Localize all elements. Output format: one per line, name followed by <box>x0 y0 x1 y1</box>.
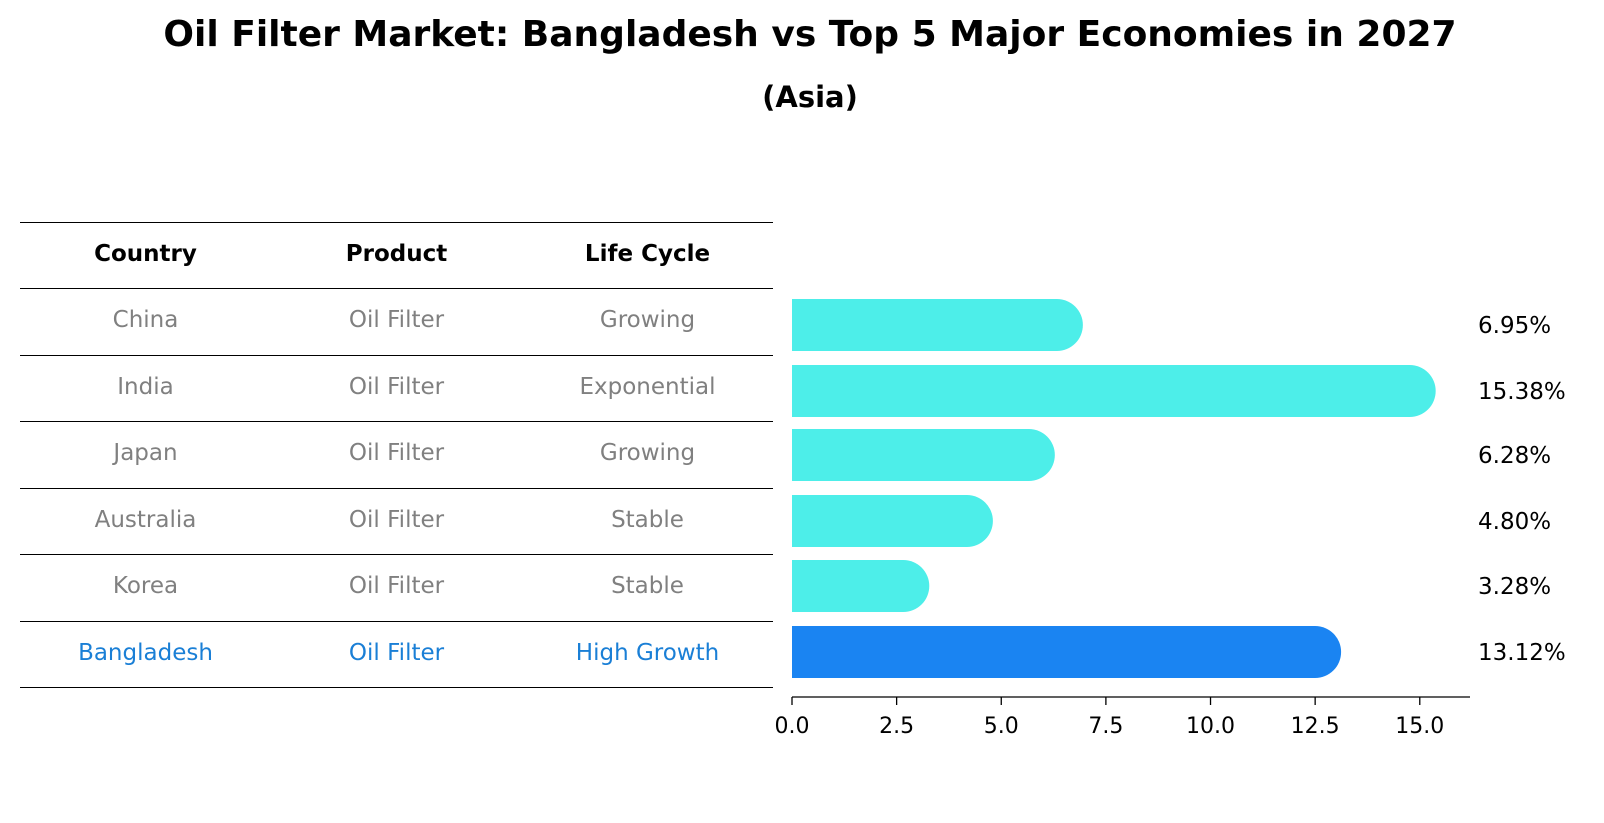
cell-country: India <box>117 373 174 400</box>
cell-life-cycle: Growing <box>599 440 696 466</box>
value-label: 4.80% <box>1478 509 1551 535</box>
table-rule <box>20 421 773 422</box>
value-label: 13.12% <box>1478 640 1566 666</box>
cell-product: Oil Filter <box>348 307 445 333</box>
value-label: 15.38% <box>1478 379 1566 405</box>
cell-product: Oil Filter <box>348 639 445 666</box>
table-rule <box>20 288 773 289</box>
cell-life-cycle: Stable <box>611 506 684 533</box>
table-rule <box>20 687 773 688</box>
cell-product: Oil Filter <box>348 573 445 599</box>
bar-australia <box>792 495 993 547</box>
value-label: 6.28% <box>1478 443 1551 469</box>
bar-bangladesh <box>792 626 1342 678</box>
x-tick-label: 0.0 <box>775 714 810 739</box>
header-product: Product <box>345 241 448 267</box>
x-tick-label: 5.0 <box>984 714 1019 739</box>
table-rule <box>20 620 773 622</box>
table-rule <box>20 354 773 356</box>
cell-product: Oil Filter <box>348 373 445 400</box>
value-label: 6.95% <box>1478 313 1551 339</box>
chart-subtitle: (Asia) <box>762 80 858 114</box>
cell-country: Australia <box>94 506 197 533</box>
cell-country: Bangladesh <box>78 639 213 666</box>
cell-product: Oil Filter <box>348 506 445 533</box>
table-rule <box>20 487 773 489</box>
bar-korea <box>792 560 930 612</box>
header-life-cycle: Life Cycle <box>584 241 711 267</box>
table-rule <box>20 222 773 223</box>
cell-country: Japan <box>113 440 178 466</box>
value-label: 3.28% <box>1478 574 1551 600</box>
bar-india <box>792 365 1436 417</box>
cell-country: China <box>112 307 179 333</box>
cell-life-cycle: Growing <box>599 307 696 333</box>
cell-life-cycle: High Growth <box>575 639 720 666</box>
x-tick-label: 2.5 <box>879 714 914 739</box>
cell-product: Oil Filter <box>348 440 445 466</box>
cell-life-cycle: Stable <box>611 573 684 599</box>
cell-country: Korea <box>112 573 179 599</box>
chart-title: Oil Filter Market: Bangladesh vs Top 5 M… <box>163 14 1457 55</box>
x-tick-label: 12.5 <box>1291 714 1340 739</box>
x-tick-label: 10.0 <box>1186 714 1235 739</box>
bar-japan <box>792 429 1055 481</box>
x-tick-label: 15.0 <box>1395 714 1444 739</box>
x-tick-label: 7.5 <box>1088 714 1123 739</box>
header-country: Country <box>94 241 197 267</box>
cell-life-cycle: Exponential <box>579 373 716 400</box>
bar-china <box>792 299 1083 351</box>
table-rule <box>20 554 773 555</box>
